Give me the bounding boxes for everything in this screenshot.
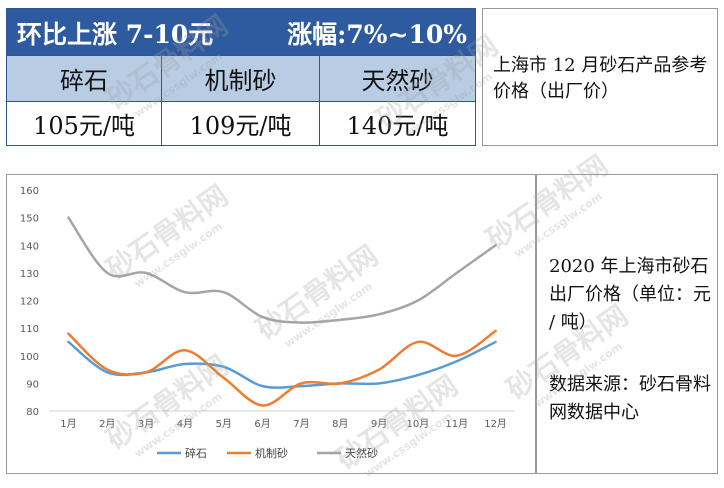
value-crushed-stone: 105元/吨 — [7, 102, 162, 145]
series-line-2 — [68, 331, 495, 406]
x-tick-label: 8月 — [332, 418, 348, 430]
legend-label: 天然砂 — [345, 446, 378, 460]
legend-label: 碎石 — [185, 446, 207, 460]
chart-note-source: 数据来源：砂石骨料网数据中心 — [549, 371, 714, 427]
x-tick-label: 12月 — [484, 418, 507, 430]
x-tick-label: 2月 — [99, 418, 115, 430]
price-banner: 环比上涨 7-10元 涨幅:7%~10% — [7, 9, 475, 55]
price-note-text: 上海市 12 月砂石产品参考价格（出厂价） — [493, 53, 713, 105]
x-tick-label: 10月 — [407, 418, 430, 430]
x-tick-label: 4月 — [177, 418, 193, 430]
header-crushed-stone: 碎石 — [7, 56, 162, 101]
table-value-row: 105元/吨 109元/吨 140元/吨 — [7, 102, 475, 145]
price-table: 环比上涨 7-10元 涨幅:7%~10% 碎石 机制砂 天然砂 105元/吨 1… — [6, 8, 476, 146]
price-note-box: 上海市 12 月砂石产品参考价格（出厂价） — [482, 8, 718, 146]
y-tick-label: 130 — [20, 269, 39, 280]
banner-change: 环比上涨 7-10元 — [17, 15, 213, 51]
header-machine-sand: 机制砂 — [162, 56, 320, 101]
y-tick-label: 100 — [20, 352, 39, 363]
y-tick-label: 140 — [20, 241, 39, 252]
value-natural-sand: 140元/吨 — [320, 102, 475, 145]
chart-note-box: 2020 年上海市砂石出厂价格（单位：元 / 吨） 数据来源：砂石骨料网数据中心 — [536, 174, 718, 474]
value-machine-sand: 109元/吨 — [162, 102, 320, 145]
table-header-row: 碎石 机制砂 天然砂 — [7, 55, 475, 102]
header-natural-sand: 天然砂 — [320, 56, 475, 101]
x-tick-label: 9月 — [371, 418, 387, 430]
x-tick-label: 5月 — [216, 418, 232, 430]
x-tick-label: 6月 — [254, 418, 270, 430]
y-tick-label: 150 — [20, 214, 39, 225]
chart-note-title: 2020 年上海市砂石出厂价格（单位：元 / 吨） — [549, 253, 714, 337]
y-tick-label: 110 — [20, 324, 39, 335]
series-line-3 — [68, 218, 495, 323]
x-tick-label: 7月 — [293, 418, 309, 430]
x-tick-label: 11月 — [445, 418, 468, 430]
legend-label: 机制砂 — [255, 446, 288, 460]
series-line-1 — [68, 342, 495, 388]
x-tick-label: 1月 — [60, 418, 76, 430]
y-tick-label: 80 — [26, 407, 39, 418]
y-tick-label: 120 — [20, 297, 39, 308]
banner-rate: 涨幅:7%~10% — [287, 15, 467, 51]
chart-panel: 80 90 100 110 120 130 140 150 160 1月 2月 3月 4月 5月 6月 7月 8… — [6, 174, 536, 474]
price-line-chart: 80 90 100 110 120 130 140 150 160 1月 2月 3月 4月 5月 6月 7月 8… — [7, 175, 535, 473]
y-tick-label: 90 — [26, 379, 39, 390]
y-tick-label: 160 — [20, 186, 39, 197]
x-tick-label: 3月 — [138, 418, 154, 430]
